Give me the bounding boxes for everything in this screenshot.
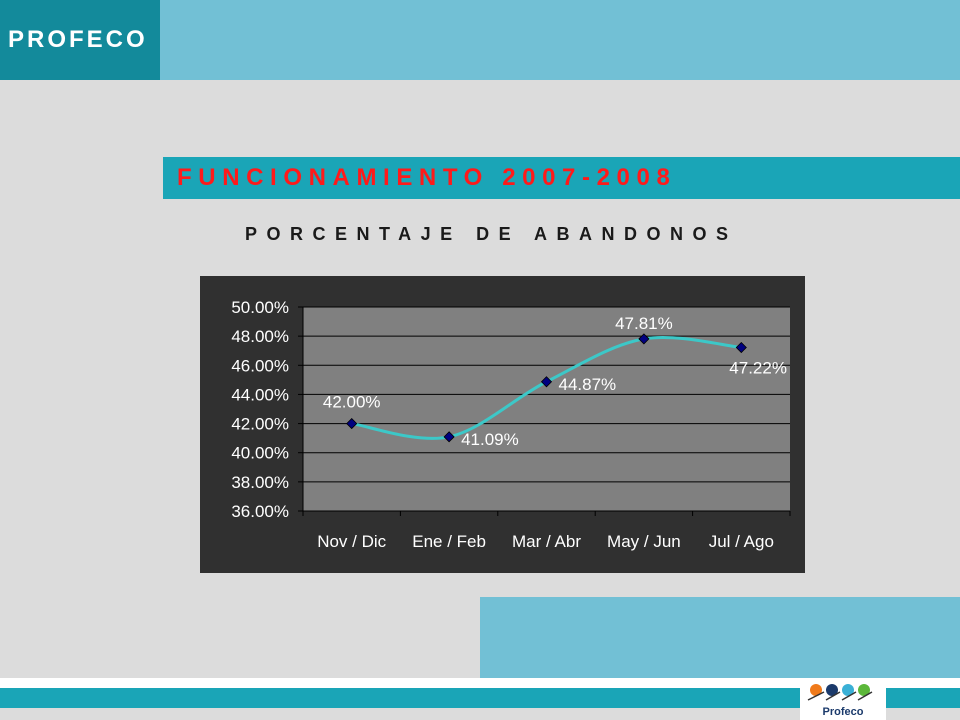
header-band bbox=[0, 0, 960, 80]
y-tick-label: 44.00% bbox=[231, 385, 289, 404]
chart-subtitle: PORCENTAJE DE ABANDONOS bbox=[245, 224, 738, 244]
line-chart: 36.00% 38.00% 40.00% 42.00% 44.00% 46.00% 48.0… bbox=[200, 276, 805, 573]
data-label: 47.81% bbox=[615, 314, 673, 333]
y-tick-label: 36.00% bbox=[231, 502, 289, 521]
data-label: 42.00% bbox=[323, 393, 381, 412]
data-label: 47.22% bbox=[729, 359, 787, 378]
logo-text: PROFECO bbox=[8, 26, 148, 53]
data-point-marker bbox=[735, 341, 747, 354]
x-tick-label: Mar / Abr bbox=[512, 532, 581, 551]
bottom-right-band bbox=[480, 597, 960, 678]
x-tick-label: Ene / Feb bbox=[412, 532, 486, 551]
x-tick-label: May / Jun bbox=[607, 532, 681, 551]
data-point-marker bbox=[638, 333, 650, 345]
footer-band bbox=[0, 688, 960, 708]
y-tick-label: 40.00% bbox=[231, 444, 289, 463]
slide-title: FUNCIONAMIENTO 2007-2008 bbox=[177, 164, 677, 191]
y-tick-label: 46.00% bbox=[231, 356, 289, 375]
y-tick-label: 38.00% bbox=[231, 473, 289, 492]
title-band: FUNCIONAMIENTO 2007-2008 bbox=[163, 157, 960, 199]
data-point-marker bbox=[540, 376, 553, 388]
divider-strip bbox=[0, 678, 960, 688]
figures-icon bbox=[807, 684, 873, 701]
data-label: 41.09% bbox=[461, 430, 519, 449]
data-point-marker bbox=[346, 418, 358, 430]
y-tick-label: 48.00% bbox=[231, 327, 289, 346]
y-tick-label: 42.00% bbox=[231, 415, 289, 434]
footer-logo-text: Profeco bbox=[822, 706, 864, 718]
x-tick-label: Nov / Dic bbox=[317, 532, 386, 551]
y-tick-label: 50.00% bbox=[231, 298, 289, 317]
data-label: 44.87% bbox=[559, 375, 617, 394]
data-point-marker bbox=[443, 431, 455, 443]
x-tick-label: Jul / Ago bbox=[709, 532, 774, 551]
profeco-logo: PROFECO bbox=[0, 0, 160, 80]
footer-logo: Profeco bbox=[800, 680, 886, 720]
